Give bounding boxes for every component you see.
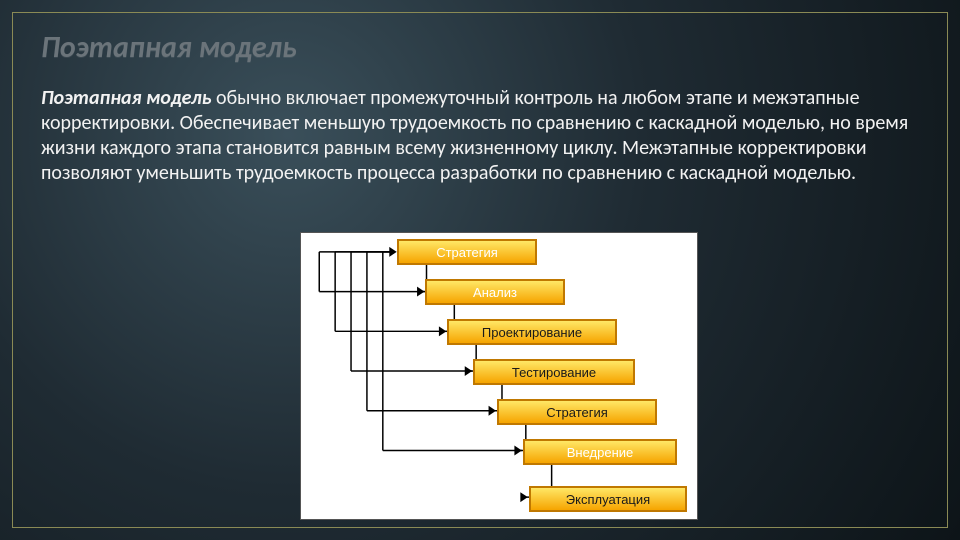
stage-exploitation: Эксплуатация	[529, 486, 687, 512]
stage-design: Проектирование	[447, 319, 617, 345]
stage-testing: Тестирование	[473, 359, 635, 385]
body-lead: Поэтапная модель	[41, 86, 211, 110]
slide-title: Поэтапная модель	[41, 29, 919, 66]
slide-frame: Поэтапная модель Поэтапная модель обычно…	[12, 12, 948, 528]
slide-body: Поэтапная модель обычно включает промежу…	[41, 86, 919, 186]
stage-strategy2: Стратегия	[497, 399, 657, 425]
stage-deployment: Внедрение	[523, 439, 677, 465]
stage-analysis: Анализ	[425, 279, 565, 305]
slide: Поэтапная модель Поэтапная модель обычно…	[0, 0, 960, 540]
stage-strategy: Стратегия	[397, 239, 537, 265]
diagram-container: Стратегия Анализ Проектирование Тестировани…	[300, 232, 698, 520]
staged-model-diagram: Стратегия Анализ Проектирование Тестировани…	[301, 233, 697, 519]
